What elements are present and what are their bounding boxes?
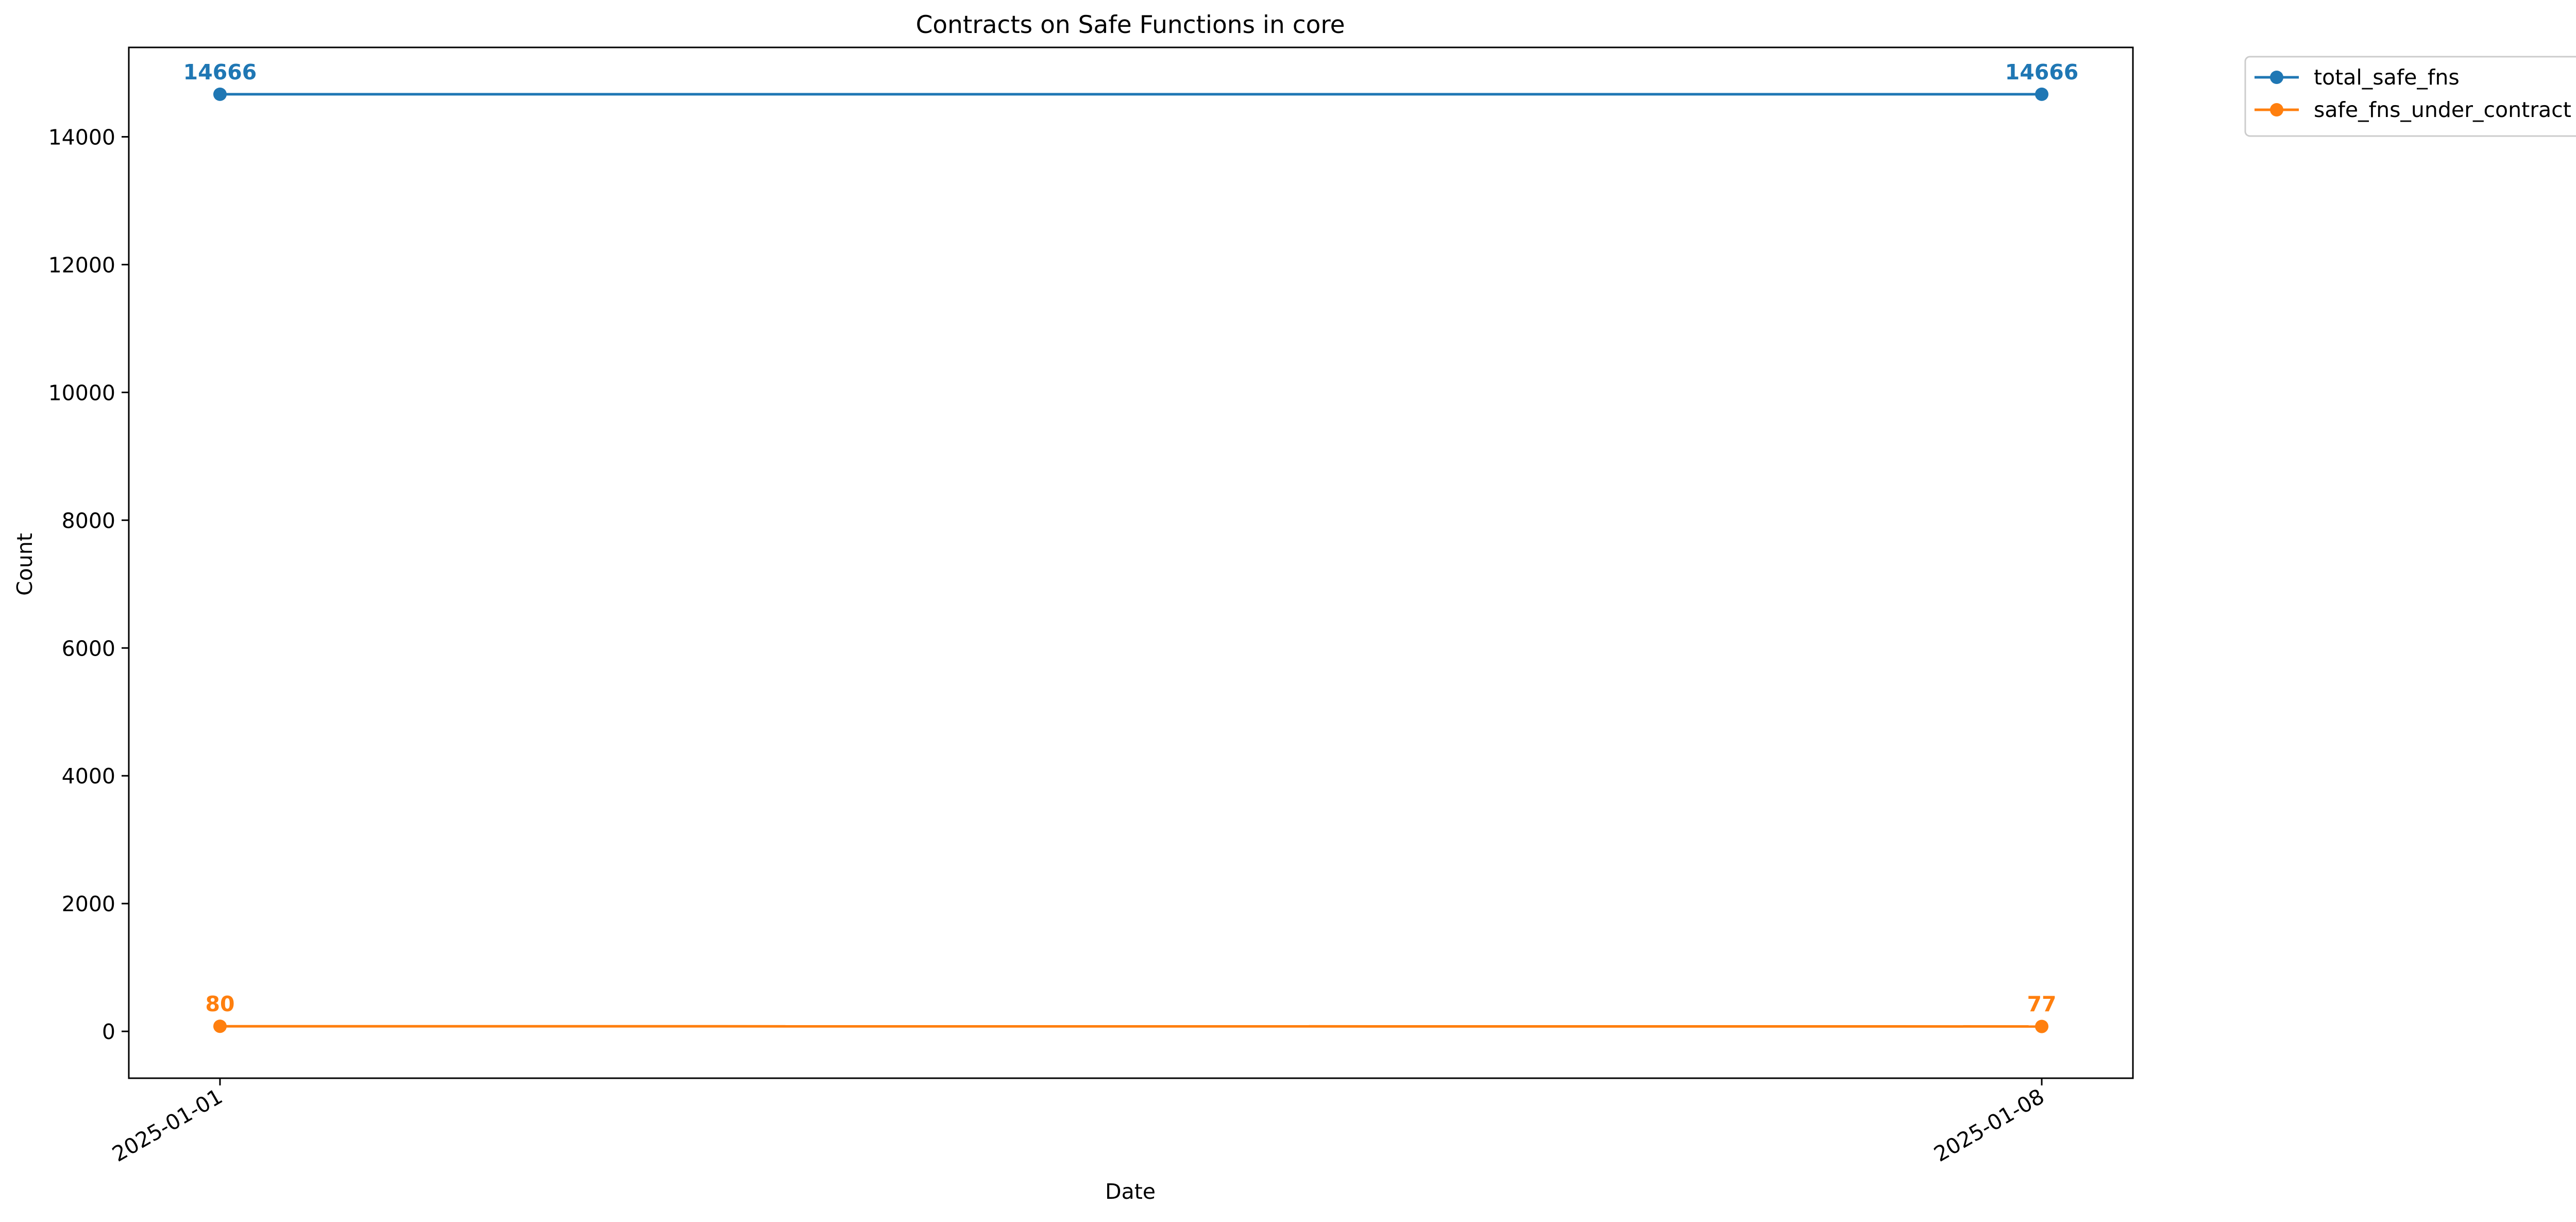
series-layer: 14666 14666 80 77 bbox=[183, 60, 2079, 1033]
data-point-safe_fns_under_contract bbox=[2035, 1020, 2048, 1033]
data-label-safe_fns_under_contract: 80 bbox=[205, 992, 234, 1016]
y-tick-label: 8000 bbox=[62, 508, 115, 533]
y-tick-label: 12000 bbox=[48, 253, 115, 277]
y-tick-label: 2000 bbox=[62, 892, 115, 916]
data-point-total_safe_fns bbox=[2035, 88, 2048, 101]
plot-frame bbox=[129, 47, 2133, 1078]
y-axis-label: Count bbox=[12, 533, 37, 596]
y-tick-label: 4000 bbox=[62, 764, 115, 789]
legend-marker-safe_fns_under_contract bbox=[2270, 103, 2283, 116]
x-tick-label: 2025-01-08 bbox=[1930, 1084, 2048, 1167]
y-tick-label: 10000 bbox=[48, 380, 115, 405]
data-label-safe_fns_under_contract: 77 bbox=[2027, 992, 2056, 1017]
data-label-total_safe_fns: 14666 bbox=[2005, 60, 2079, 85]
axis-ticks: 0 2000 4000 6000 8000 10000 12000 14000 2025-01-… bbox=[48, 125, 2048, 1166]
legend-label-safe_fns_under_contract: safe_fns_under_contract bbox=[2314, 97, 2571, 122]
legend-label-total_safe_fns: total_safe_fns bbox=[2314, 65, 2460, 90]
data-point-total_safe_fns bbox=[213, 88, 227, 101]
y-tick-label: 14000 bbox=[48, 125, 115, 149]
x-tick-label: 2025-01-01 bbox=[108, 1084, 227, 1167]
y-tick-label: 0 bbox=[102, 1019, 115, 1044]
legend: total_safe_fns safe_fns_under_contract bbox=[2245, 57, 2576, 136]
chart-title: Contracts on Safe Functions in core bbox=[916, 11, 1345, 39]
data-point-safe_fns_under_contract bbox=[213, 1019, 227, 1033]
y-tick-label: 6000 bbox=[62, 636, 115, 661]
legend-marker-total_safe_fns bbox=[2270, 71, 2283, 84]
x-axis-label: Date bbox=[1105, 1179, 1156, 1204]
data-label-total_safe_fns: 14666 bbox=[183, 60, 257, 85]
